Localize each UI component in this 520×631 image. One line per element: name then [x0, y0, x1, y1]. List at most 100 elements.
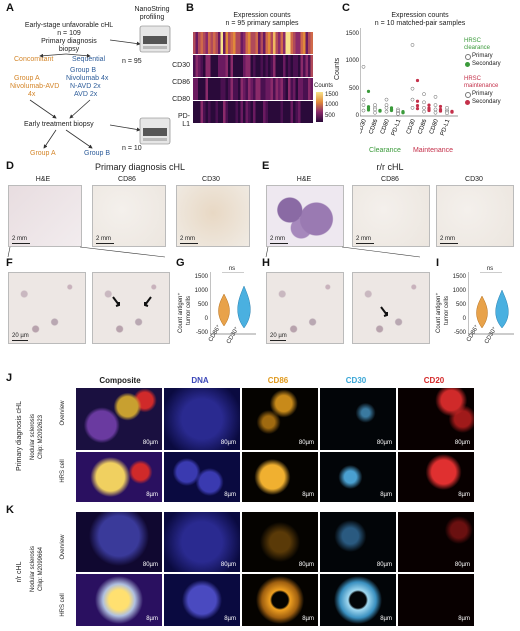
heatmap-cell [193, 78, 196, 100]
k-cd30-hrs: 8µm [320, 574, 396, 626]
k-composite-overview: 80µm [76, 512, 162, 572]
heatmap-cell [263, 32, 266, 54]
heatmap-cell [253, 32, 256, 54]
heatmap-cell [260, 32, 264, 54]
heatmap-cell [233, 78, 236, 100]
heatmap-cell [298, 55, 301, 77]
heatmap-cell [285, 101, 289, 123]
heatmap-cell [205, 55, 209, 77]
heatmap-cell [195, 55, 199, 77]
c-secondary-point [415, 99, 420, 103]
heatmap-cell [290, 32, 294, 54]
heatmap-cell [193, 101, 196, 123]
heatmap-cell [285, 55, 289, 77]
heatmap-cell [258, 78, 261, 100]
legend-secondary-marker-1 [465, 62, 470, 67]
f-scale: 20 µm [12, 333, 29, 339]
heatmap-cell [235, 32, 239, 54]
heatmap-cell [268, 32, 271, 54]
n10-label: n = 10 [122, 145, 142, 152]
h-scalebar [270, 340, 286, 341]
g-ytick-1000: 1000 [194, 288, 208, 294]
heatmap-cell [220, 78, 224, 100]
c-primary-point [433, 103, 438, 107]
heatmap-cell [308, 55, 311, 77]
d-he-image: 2 mm [8, 185, 82, 247]
heatmap-cell [223, 78, 226, 100]
early-biopsy-label: Early treatment biopsy [24, 121, 94, 128]
heatmap-cell [205, 101, 209, 123]
heatmap-cell [233, 32, 236, 54]
bottom-group-a: Group A [30, 150, 56, 157]
heatmap-cell [290, 101, 294, 123]
heatmap-cell [305, 101, 309, 123]
heatmap-cell [213, 32, 216, 54]
heatmap-cell [283, 101, 286, 123]
heatmap-cell [275, 55, 279, 77]
legend-clearance-title-1: HRSC [464, 38, 482, 44]
e-label-cd86: CD86 [381, 176, 399, 183]
heatmap-cell [283, 55, 286, 77]
biopsy-label-1: Primary diagnosis [41, 38, 97, 45]
heatmap-legend-title: Counts [314, 83, 334, 89]
heatmap-cell [305, 55, 309, 77]
heatmap-cell [213, 101, 216, 123]
heatmap-cell [248, 101, 251, 123]
i-ylabel-2: tumor cells [444, 295, 450, 325]
heatmap-cell [250, 101, 254, 123]
d-cd30-scalebar [180, 243, 198, 244]
heatmap-cell [310, 78, 313, 100]
heatmap-cell [235, 78, 239, 100]
j-row-overview: Overview [60, 400, 66, 426]
col-dna: DNA [191, 376, 209, 385]
j-side-3: Chip: M2092623 [38, 414, 44, 460]
heatmap-cell [258, 101, 261, 123]
heatmap-cell [193, 32, 196, 54]
heatmap-cell [288, 78, 291, 100]
k-row-overview: Overview [60, 534, 66, 560]
heatmap-cell [263, 78, 266, 100]
heatmap-cell [220, 55, 224, 77]
heatmap-cell [280, 55, 284, 77]
heatmap-cell [230, 32, 234, 54]
col-composite: Composite [99, 376, 141, 385]
j-cd20-overview-scale: 80µm [454, 440, 470, 446]
d-label-cd86: CD86 [118, 176, 136, 183]
d-label-he: H&E [35, 176, 51, 183]
heatmap-cell [310, 55, 313, 77]
heatmap-legend-500: 500 [325, 113, 336, 119]
heatmap-cell [255, 55, 259, 77]
c-x-tick-label: CD86 [417, 118, 428, 135]
heatmap-cell [290, 78, 294, 100]
c-secondary-point [450, 109, 454, 113]
k-cd20-overview-scale: 80µm [454, 562, 470, 568]
c-primary-point [384, 97, 389, 102]
j-composite-overview: 80µm [76, 388, 162, 450]
legend-primary-1: Primary [472, 53, 493, 59]
heatmap-cell [308, 101, 311, 123]
heatmap-cell [270, 32, 274, 54]
heatmap-cell [288, 55, 291, 77]
heatmap-cell [280, 32, 284, 54]
heatmap-cell [240, 55, 244, 77]
e-cd30-image: 2 mm [436, 185, 514, 247]
j-cd20-hrs-scale: 8µm [458, 492, 470, 498]
i-sig: ns [486, 266, 494, 272]
legend-primary-marker-1 [465, 54, 471, 60]
group-b-treatment-1: Nivolumab 4x [66, 75, 109, 82]
heatmap-cell [210, 101, 214, 123]
group-label-clearance: Clearance [369, 147, 401, 154]
heatmap-cell [203, 55, 206, 77]
heatmap-cell [285, 32, 289, 54]
g-ytick-1500: 1500 [194, 274, 208, 280]
i-violin-cd86 [476, 295, 488, 329]
heatmap-cell [295, 55, 299, 77]
arrow-icon [112, 296, 152, 307]
i-ylabel-1: Count antigen⁺ [436, 292, 442, 333]
heatmap-cell [273, 101, 276, 123]
sequential-label: Sequential [72, 56, 106, 63]
panel-label-e: E [262, 160, 270, 172]
d-cd30-image: 2 mm [176, 185, 250, 247]
heatmap-cell [228, 32, 231, 54]
heatmap-cell [255, 78, 259, 100]
